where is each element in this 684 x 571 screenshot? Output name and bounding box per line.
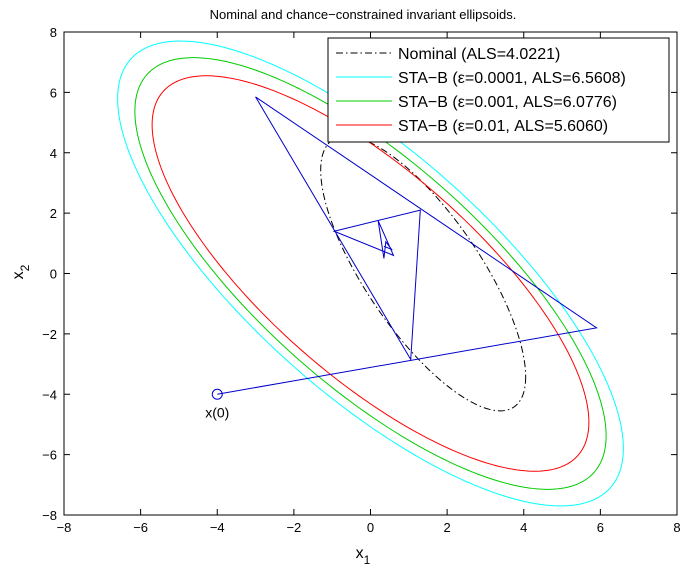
x-tick-label: −2 — [286, 520, 301, 535]
x-tick-label: −4 — [210, 520, 225, 535]
y-tick-label: −4 — [42, 387, 57, 402]
x-axis-label-base: x — [356, 545, 364, 562]
y-axis-label-base: x — [10, 271, 27, 279]
legend-label: STA−B (ε=0.001, ALS=6.0776) — [398, 94, 617, 111]
legend-label: Nominal (ALS=4.0221) — [398, 46, 560, 63]
y-tick-label: 6 — [50, 85, 57, 100]
x-axis-label: x1 — [356, 545, 371, 567]
ellipse-1 — [117, 40, 624, 507]
x-tick-label: −8 — [57, 520, 72, 535]
y-tick-label: −2 — [42, 327, 57, 342]
trajectory-line — [217, 96, 598, 395]
chart-title: Nominal and chance−constrained invariant… — [210, 7, 517, 22]
start-marker — [211, 388, 223, 400]
x-axis-label-subscript: 1 — [364, 553, 371, 567]
y-tick-label: 4 — [50, 146, 57, 161]
plot-area: −8 −6 −4 −2 0 2 4 6 8 −8 −6 −4 −2 0 2 4 6 8 x(0) Nominal (A… — [42, 25, 680, 535]
legend-label: STA−B (ε=0.01, ALS=5.6060) — [398, 118, 608, 135]
y-tick-label: −8 — [42, 508, 57, 523]
x-tick-label: 2 — [444, 520, 451, 535]
y-axis-label-subscript: 2 — [18, 264, 32, 271]
ellipse-2 — [134, 57, 607, 490]
ellipse-0 — [320, 135, 527, 412]
x-tick-label: 0 — [367, 520, 374, 535]
y-tick-label: 0 — [50, 267, 57, 282]
y-tick-label: 8 — [50, 25, 57, 40]
start-marker-label: x(0) — [205, 404, 229, 420]
y-axis-label: x2 — [10, 264, 32, 279]
y-tick-label: 2 — [50, 206, 57, 221]
x-tick-label: 4 — [520, 520, 527, 535]
x-tick-label: 6 — [597, 520, 604, 535]
ellipse-3 — [151, 75, 590, 472]
ellipse-group — [117, 40, 624, 507]
x-tick-label: −6 — [133, 520, 148, 535]
y-tick-label: −6 — [42, 448, 57, 463]
legend-label: STA−B (ε=0.0001, ALS=6.5608) — [398, 70, 626, 87]
x-tick-label: 8 — [673, 520, 680, 535]
